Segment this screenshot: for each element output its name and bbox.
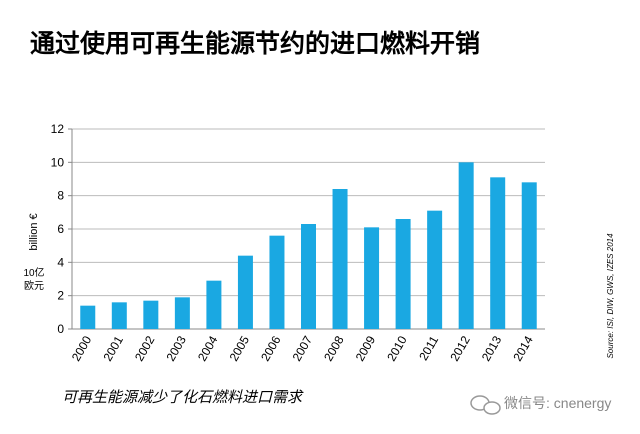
- x-tick-label: 2010: [384, 333, 410, 363]
- x-tick-label: 2005: [227, 333, 253, 363]
- bar: [301, 224, 316, 329]
- bar: [174, 297, 190, 329]
- bar: [80, 305, 96, 329]
- bar: [206, 280, 222, 329]
- x-tick-label: 2013: [479, 333, 505, 363]
- x-tick-label: 2006: [258, 333, 284, 363]
- chart-title: 通过使用可再生能源节约的进口燃料开销: [30, 29, 480, 58]
- bar: [111, 302, 127, 329]
- bar: [143, 300, 159, 329]
- bar: [521, 182, 537, 329]
- bar: [237, 255, 253, 329]
- bar: [458, 162, 474, 329]
- bar: [364, 227, 380, 329]
- x-tick-label: 2009: [353, 333, 379, 363]
- y-tick-label: 4: [57, 255, 64, 269]
- y-tick-label: 2: [57, 289, 64, 303]
- bar: [332, 189, 348, 329]
- bar: [490, 177, 506, 329]
- x-tick-label: 2011: [416, 333, 441, 363]
- caption: 可再生能源减少了化石燃料进口需求: [62, 389, 304, 406]
- y-tick-label: 12: [51, 122, 65, 136]
- x-tick-label: 2007: [290, 333, 316, 363]
- x-tick-label: 2002: [132, 333, 158, 363]
- x-tick-label: 2008: [321, 333, 347, 363]
- x-tick-label: 2001: [100, 333, 126, 363]
- x-tick-label: 2012: [447, 333, 473, 363]
- x-tick-label: 2004: [195, 333, 221, 363]
- y-axis-note: 欧元: [24, 280, 44, 292]
- y-tick-label: 6: [57, 222, 64, 236]
- bar: [395, 219, 411, 329]
- source-note: Source: ISI, DIW, GWS, IZES 2014: [606, 233, 615, 359]
- y-axis-note: 10亿: [23, 266, 44, 279]
- x-tick-label: 2000: [69, 333, 95, 363]
- watermark-icon: [470, 395, 501, 415]
- x-tick-label: 2003: [163, 333, 189, 363]
- x-tick-label: 2014: [510, 333, 536, 363]
- y-tick-label: 8: [57, 189, 64, 203]
- watermark: 微信号: cnenergy: [504, 395, 611, 411]
- y-tick-label: 10: [51, 155, 65, 169]
- y-axis-label: billion €: [28, 213, 40, 250]
- bar: [427, 210, 443, 329]
- bar: [269, 235, 285, 329]
- y-tick-label: 0: [57, 322, 64, 336]
